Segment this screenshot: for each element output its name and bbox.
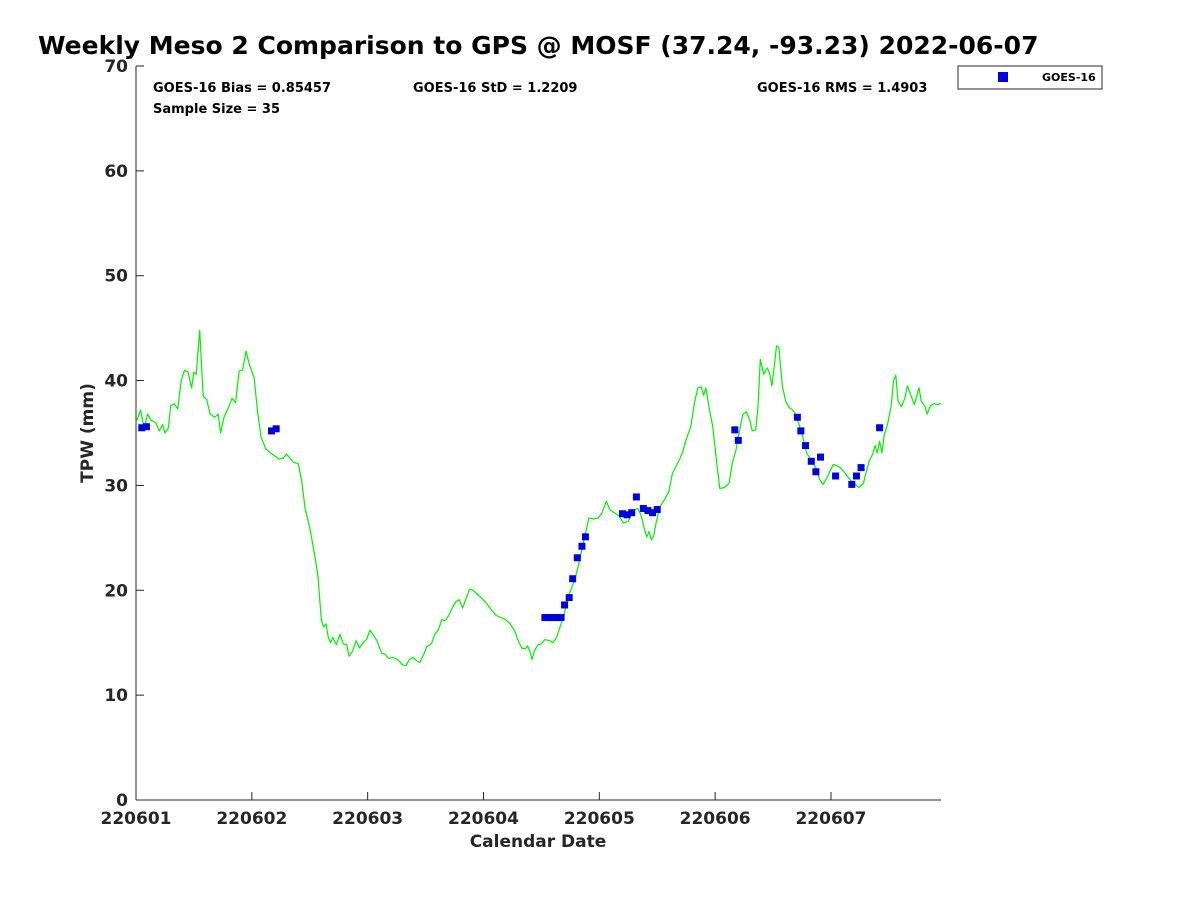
goes16-point — [618, 510, 626, 518]
y-tick-label: 70 — [104, 57, 128, 77]
goes16-points-group — [138, 413, 884, 622]
y-axis: 0 10 20 30 40 50 60 70 — [104, 57, 144, 811]
goes16-point — [541, 614, 549, 622]
goes16-point — [734, 436, 742, 444]
goes16-point — [876, 424, 884, 432]
goes16-point — [801, 442, 809, 450]
goes16-point — [138, 424, 146, 432]
goes16-point — [852, 472, 860, 480]
goes16-point — [272, 425, 280, 433]
stat-bias: GOES-16 Bias = 0.85457 — [153, 81, 331, 96]
stat-sample-size: Sample Size = 35 — [153, 102, 280, 117]
x-tick-label: 220603 — [332, 809, 403, 829]
goes16-point — [623, 511, 631, 519]
y-tick-label: 20 — [104, 581, 128, 601]
goes16-point — [797, 427, 805, 435]
goes16-point — [142, 423, 150, 431]
goes16-point — [581, 533, 589, 541]
goes16-point — [848, 480, 856, 488]
y-axis-label: TPW (mm) — [78, 383, 98, 483]
stat-rms: GOES-16 RMS = 1.4903 — [757, 81, 927, 96]
goes16-point — [807, 457, 815, 465]
x-tick-label: 220601 — [101, 809, 172, 829]
x-tick-label: 220605 — [564, 809, 635, 829]
goes16-point — [573, 554, 581, 562]
y-tick-label: 60 — [104, 162, 128, 182]
goes16-point — [817, 453, 825, 461]
x-tick-label: 220607 — [795, 809, 866, 829]
goes16-point — [832, 472, 840, 480]
legend-label: GOES-16 — [1042, 71, 1096, 84]
chart-title: Weekly Meso 2 Comparison to GPS @ MOSF (… — [38, 31, 1038, 60]
y-tick-label: 50 — [104, 267, 128, 287]
goes16-point — [653, 506, 661, 514]
plot-area — [135, 66, 941, 801]
goes16-point — [649, 509, 657, 517]
x-tick-label: 220604 — [448, 809, 519, 829]
goes16-point — [793, 413, 801, 421]
goes16-point — [268, 427, 276, 435]
y-tick-label: 40 — [104, 372, 128, 392]
goes16-point — [639, 504, 647, 512]
goes16-point — [569, 575, 577, 583]
legend-marker — [998, 72, 1008, 82]
y-tick-label: 30 — [104, 476, 128, 496]
stat-std: GOES-16 StD = 1.2209 — [413, 81, 577, 96]
legend-box — [957, 65, 1103, 90]
goes16-point — [644, 507, 652, 515]
goes16-point — [628, 509, 636, 517]
x-tick-label: 220606 — [680, 809, 751, 829]
goes16-point — [565, 594, 573, 602]
goes16-point — [731, 426, 739, 434]
goes16-point — [557, 614, 565, 622]
x-axis-label: Calendar Date — [470, 832, 607, 852]
x-axis: 220601 220602 220603 220604 220605 220606 2206… — [101, 792, 866, 829]
goes16-point — [812, 468, 820, 476]
goes16-point — [561, 601, 569, 609]
goes16-point — [578, 542, 586, 550]
y-tick-label: 0 — [116, 791, 128, 811]
y-tick-label: 10 — [104, 686, 128, 706]
legend: GOES-16 — [957, 65, 1103, 90]
goes16-point — [632, 493, 640, 501]
goes16-point — [552, 614, 560, 622]
goes16-point — [857, 464, 865, 472]
x-tick-label: 220602 — [216, 809, 287, 829]
